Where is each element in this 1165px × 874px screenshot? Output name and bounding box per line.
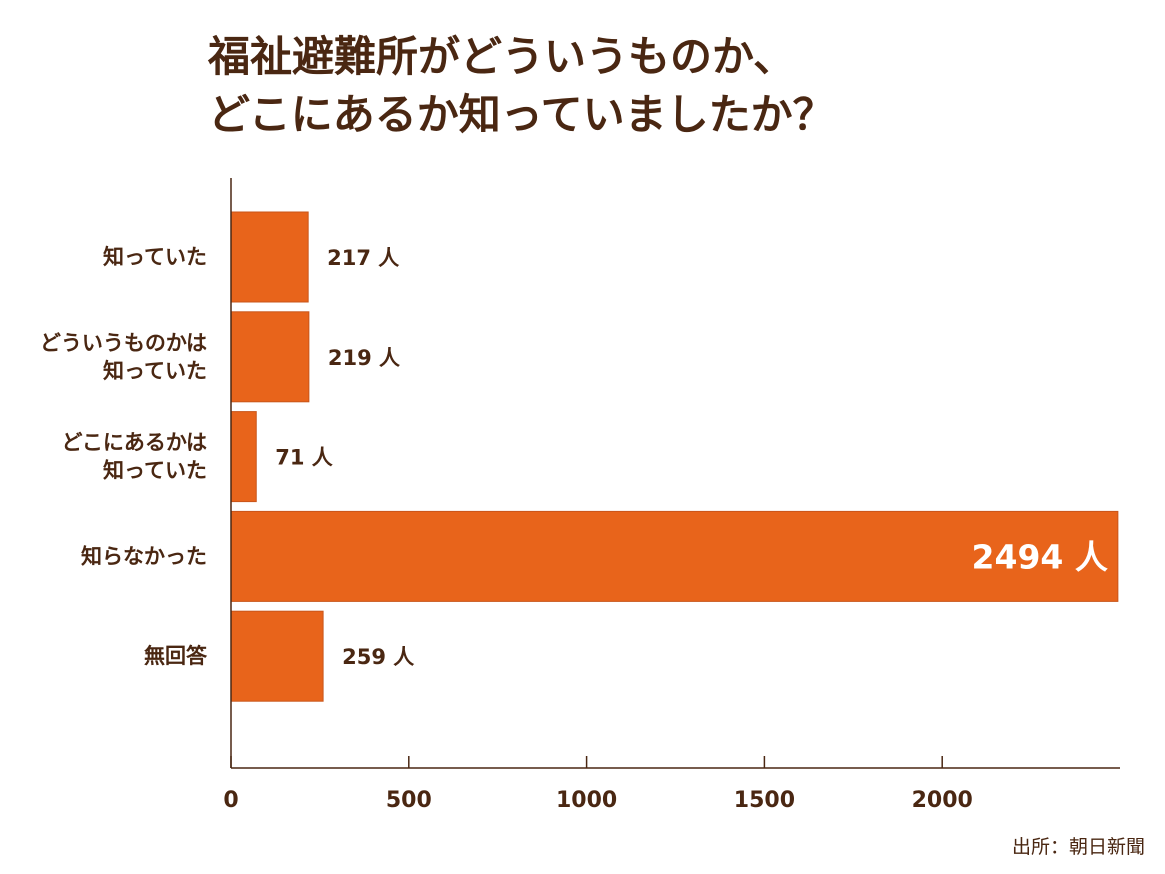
category-label-1-1: 知っていた <box>103 359 207 383</box>
bar-0 <box>230 211 309 303</box>
bar-1 <box>230 311 310 403</box>
category-label-4: 無回答 <box>144 644 208 668</box>
x-tick-label-1: 500 <box>386 788 432 813</box>
chart-title-line-1: 福祉避難所がどういうものか、 <box>208 32 796 81</box>
value-label-4: 259 人 <box>342 645 414 669</box>
category-label-1-0: どういうものかは <box>40 331 207 355</box>
bar-4 <box>230 610 324 702</box>
source-note: 出所：朝日新聞 <box>1011 836 1145 858</box>
chart-title-line-2: どこにあるか知っていましたか？ <box>208 90 835 139</box>
category-label-2-1: 知っていた <box>103 459 207 483</box>
category-label-0: 知っていた <box>103 245 207 269</box>
bar-2 <box>230 411 257 503</box>
x-tick-label-2: 1000 <box>556 788 617 813</box>
x-tick-label-4: 2000 <box>912 788 973 813</box>
bar-3 <box>230 510 1119 602</box>
category-label-3: 知らなかった <box>81 544 207 568</box>
value-label-2: 71 人 <box>275 446 333 470</box>
category-label-2-0: どこにあるかは <box>61 431 207 455</box>
x-tick-label-3: 1500 <box>734 788 795 813</box>
value-label-0: 217 人 <box>327 246 399 270</box>
x-tick-label-0: 0 <box>223 788 238 813</box>
chart-title: 福祉避難所がどういうものか、 どこにあるか知っていましたか？ <box>208 28 835 144</box>
value-label-3: 2494 人 <box>972 537 1108 576</box>
value-label-1: 219 人 <box>328 346 400 370</box>
